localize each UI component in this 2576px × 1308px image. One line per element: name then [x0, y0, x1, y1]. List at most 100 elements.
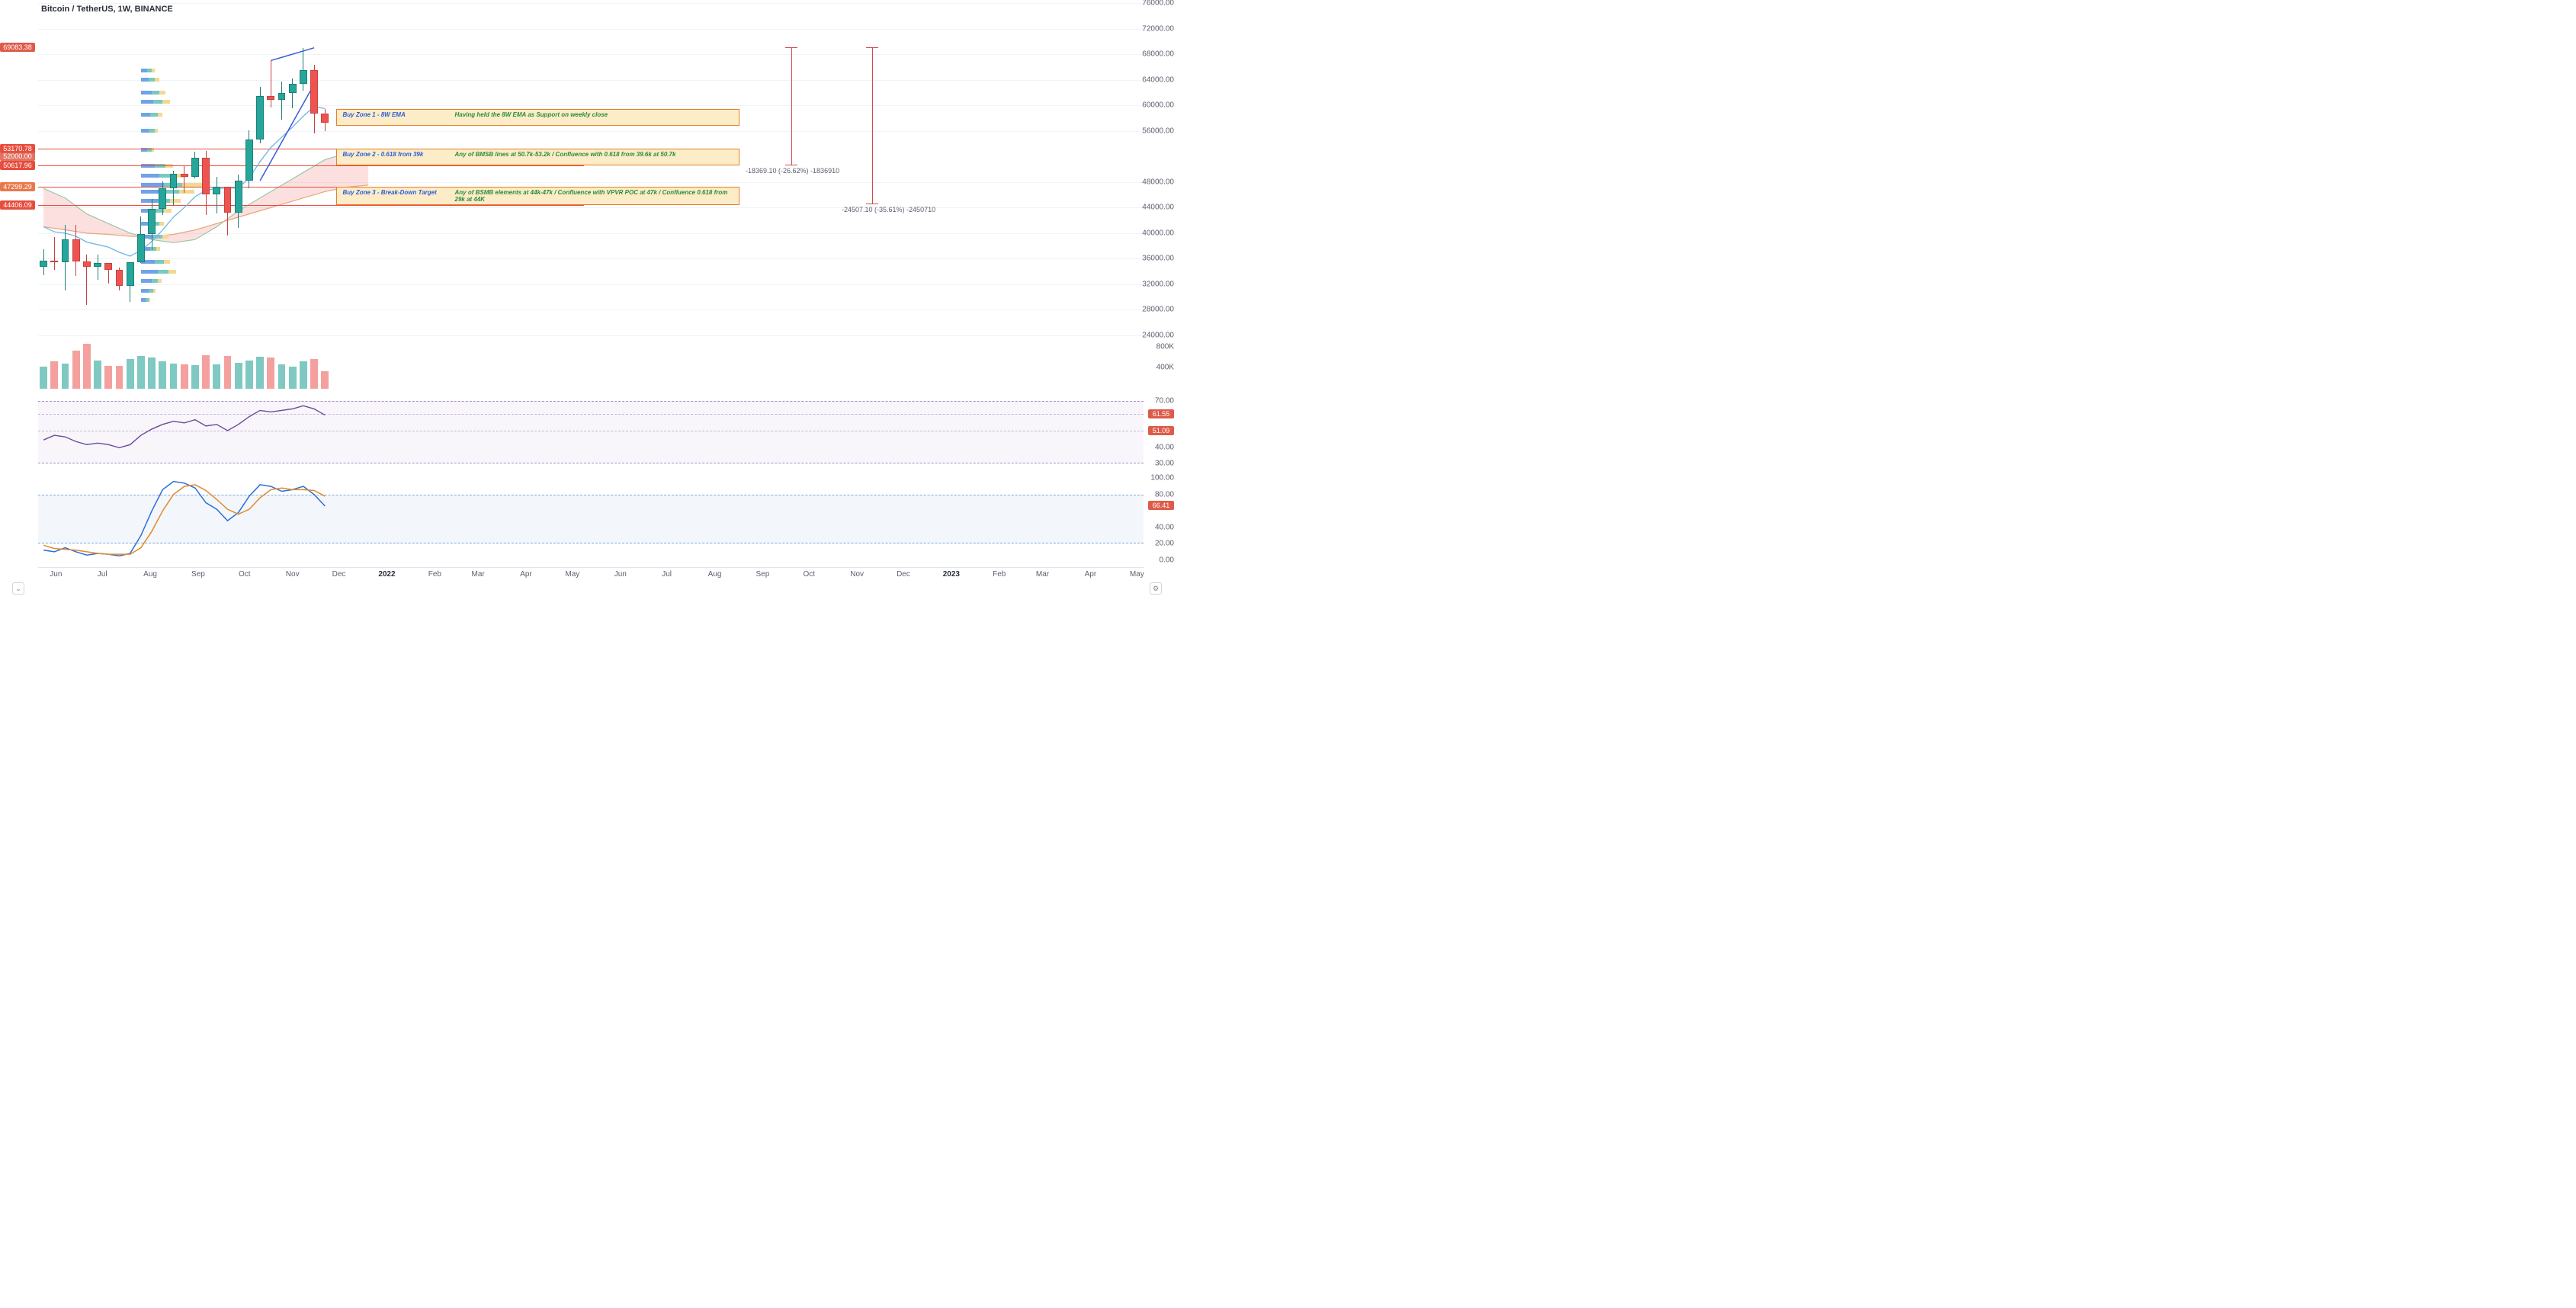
volume-bar[interactable] — [148, 357, 156, 389]
time-axis-label[interactable]: Feb — [428, 570, 441, 579]
volume-bar[interactable] — [181, 364, 188, 389]
candlestick[interactable] — [83, 261, 91, 268]
rsi-pane[interactable]: 30.0040.0070.0061.5551.09 — [38, 393, 1144, 471]
candlestick[interactable] — [148, 209, 156, 234]
time-axis-label[interactable]: Dec — [332, 570, 346, 579]
volume-bar[interactable] — [224, 356, 232, 389]
price-level-tag: 69083.38 — [0, 43, 35, 52]
time-axis-label[interactable]: Oct — [803, 570, 815, 579]
time-axis-label[interactable]: 2022 — [378, 570, 395, 579]
time-axis-label[interactable]: May — [565, 570, 579, 579]
volume-bar[interactable] — [289, 367, 297, 389]
candlestick[interactable] — [170, 174, 178, 188]
volume-bar[interactable] — [213, 364, 220, 389]
main-price-pane[interactable]: 24000.0028000.0032000.0036000.0040000.00… — [38, 3, 1144, 335]
candlestick[interactable] — [224, 187, 232, 213]
candlestick[interactable] — [300, 70, 307, 84]
candlestick[interactable] — [94, 263, 101, 267]
candlestick[interactable] — [202, 158, 210, 194]
time-axis-label[interactable]: Mar — [1036, 570, 1049, 579]
volume-bar[interactable] — [310, 359, 318, 389]
time-axis-label[interactable]: Sep — [755, 570, 769, 579]
price-axis-label: 48000.00 — [1139, 178, 1174, 186]
volume-axis-label: 800K — [1153, 342, 1174, 351]
time-axis-label[interactable]: Jun — [614, 570, 627, 579]
time-axis-label[interactable]: 2023 — [943, 570, 960, 579]
price-level-tag: 47299.29 — [0, 182, 35, 191]
stoch-axis-label: 100.00 — [1147, 474, 1174, 482]
volume-bar[interactable] — [94, 361, 101, 389]
stoch-pane[interactable]: 0.0020.0040.0080.00100.0066.41 — [38, 474, 1144, 564]
settings-button[interactable]: ⚙ — [1150, 582, 1162, 595]
volume-bar[interactable] — [137, 356, 145, 389]
candlestick[interactable] — [278, 93, 286, 99]
candlestick[interactable] — [289, 84, 297, 93]
volume-bar[interactable] — [72, 351, 80, 389]
candlestick[interactable] — [181, 174, 188, 177]
price-axis-label: 40000.00 — [1139, 229, 1174, 237]
price-axis-label: 24000.00 — [1139, 332, 1174, 340]
time-axis[interactable]: Jun Jul Aug Sep Oct Nov Dec 2022 Feb Mar Apr May Jun… — [38, 567, 1144, 581]
time-axis-label[interactable]: Aug — [143, 570, 157, 579]
time-axis-label[interactable]: Apr — [520, 570, 532, 579]
candlestick[interactable] — [127, 262, 134, 285]
time-axis-label[interactable]: Jul — [662, 570, 672, 579]
volume-bar[interactable] — [245, 361, 253, 389]
candlestick[interactable] — [137, 234, 145, 263]
volume-bar[interactable] — [159, 361, 166, 389]
candlestick[interactable] — [72, 239, 80, 261]
price-axis-label: 32000.00 — [1139, 280, 1174, 288]
candlestick[interactable] — [40, 261, 47, 267]
volume-bar[interactable] — [83, 344, 91, 389]
volume-bar[interactable] — [170, 364, 178, 389]
price-axis-label: 28000.00 — [1139, 306, 1174, 314]
candlestick[interactable] — [310, 70, 318, 114]
volume-bar[interactable] — [104, 366, 112, 389]
volume-bar[interactable] — [321, 371, 329, 389]
price-axis-label: 56000.00 — [1139, 127, 1174, 135]
volume-axis-label: 400K — [1153, 364, 1174, 372]
timezone-button[interactable]: ⌄ — [12, 582, 24, 595]
candlestick[interactable] — [245, 139, 253, 181]
time-axis-label[interactable]: Dec — [897, 570, 910, 579]
volume-bar[interactable] — [256, 357, 264, 389]
candlestick[interactable] — [62, 239, 69, 261]
candlestick[interactable] — [235, 181, 242, 213]
time-axis-label[interactable]: Feb — [993, 570, 1006, 579]
time-axis-label[interactable]: Nov — [850, 570, 864, 579]
time-axis-label[interactable]: Oct — [239, 570, 251, 579]
candlestick[interactable] — [256, 96, 264, 139]
time-axis-label[interactable]: Mar — [472, 570, 485, 579]
volume-bar[interactable] — [235, 363, 242, 389]
time-axis-label[interactable]: Sep — [191, 570, 205, 579]
time-axis-label[interactable]: Jul — [98, 570, 107, 579]
volume-bar[interactable] — [278, 364, 286, 389]
time-axis-label[interactable]: Apr — [1085, 570, 1097, 579]
candlestick[interactable] — [159, 188, 166, 209]
candlestick[interactable] — [104, 263, 112, 269]
volume-bar[interactable] — [127, 359, 134, 389]
rsi-value-tag: 61.55 — [1148, 409, 1174, 418]
time-axis-label[interactable]: Nov — [286, 570, 300, 579]
measure-label: -24507.10 (-35.61%) -2450710 — [842, 206, 935, 213]
time-axis-label[interactable]: Aug — [708, 570, 722, 579]
volume-bar[interactable] — [62, 364, 69, 389]
volume-bar[interactable] — [116, 366, 124, 389]
volume-bar[interactable] — [50, 361, 58, 389]
volume-bar[interactable] — [202, 355, 210, 389]
stoch-axis-label: 40.00 — [1152, 523, 1174, 531]
volume-bar[interactable] — [191, 365, 199, 389]
time-axis-label[interactable]: Jun — [50, 570, 62, 579]
time-axis-label[interactable]: May — [1130, 570, 1144, 579]
candlestick[interactable] — [267, 96, 274, 100]
candlestick[interactable] — [191, 158, 199, 177]
candlestick[interactable] — [116, 270, 124, 286]
volume-bar[interactable] — [300, 361, 307, 389]
candlestick[interactable] — [321, 114, 329, 123]
volume-bar[interactable] — [267, 357, 274, 389]
rsi-axis-label: 70.00 — [1152, 397, 1174, 406]
candlestick[interactable] — [213, 187, 220, 194]
candlestick[interactable] — [50, 261, 58, 262]
volume-bar[interactable] — [40, 367, 47, 389]
volume-pane[interactable]: 400K800K — [38, 341, 1144, 389]
